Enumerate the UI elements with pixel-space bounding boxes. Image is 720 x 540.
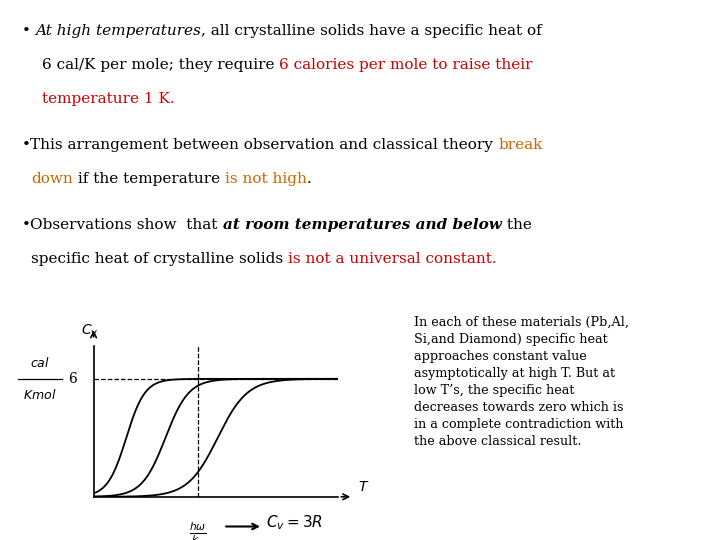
Text: •: • <box>22 218 30 232</box>
Text: In each of these materials (Pb,Al,
Si,and Diamond) specific heat
approaches cons: In each of these materials (Pb,Al, Si,an… <box>414 316 629 448</box>
Text: Observations show  that: Observations show that <box>30 218 222 232</box>
Text: $C_v$: $C_v$ <box>81 323 99 339</box>
Text: specific heat of crystalline solids: specific heat of crystalline solids <box>31 252 288 266</box>
Text: at room temperatures and below: at room temperatures and below <box>222 218 502 232</box>
Text: 6: 6 <box>68 372 76 386</box>
Text: •: • <box>22 138 30 152</box>
Text: if the temperature: if the temperature <box>73 172 225 186</box>
Text: •: • <box>22 24 35 38</box>
Text: 6 calories per mole to raise their: 6 calories per mole to raise their <box>279 58 533 72</box>
Text: down: down <box>31 172 73 186</box>
Text: break: break <box>498 138 543 152</box>
Text: , all crystalline solids have a specific heat of: , all crystalline solids have a specific… <box>201 24 542 38</box>
Text: is not a universal constant.: is not a universal constant. <box>288 252 497 266</box>
Text: $\frac{h\omega}{k_B}$: $\frac{h\omega}{k_B}$ <box>189 521 207 540</box>
Text: is not high: is not high <box>225 172 307 186</box>
Text: temperature 1 K.: temperature 1 K. <box>42 92 174 106</box>
Text: $T$: $T$ <box>358 480 369 494</box>
Text: .: . <box>307 172 311 186</box>
Text: the: the <box>502 218 531 232</box>
Text: $\mathit{cal}$: $\mathit{cal}$ <box>30 356 50 370</box>
Text: 6 cal/K per mole; they require: 6 cal/K per mole; they require <box>42 58 279 72</box>
Text: $C_v = 3R$: $C_v = 3R$ <box>266 514 323 532</box>
Text: At high temperatures: At high temperatures <box>35 24 201 38</box>
Text: This arrangement between observation and classical theory: This arrangement between observation and… <box>30 138 498 152</box>
Text: $\mathit{Kmol}$: $\mathit{Kmol}$ <box>23 388 56 402</box>
